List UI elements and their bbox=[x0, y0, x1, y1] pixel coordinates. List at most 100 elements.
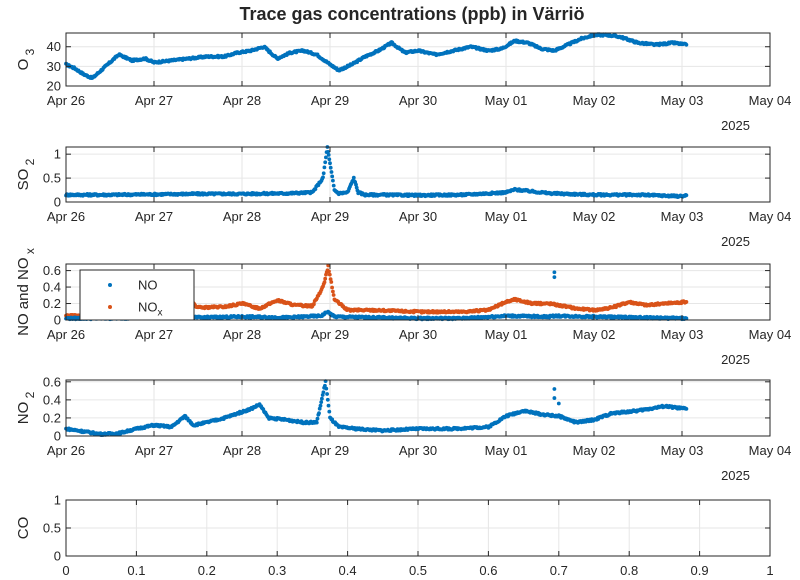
x-tick-label: Apr 26 bbox=[47, 209, 85, 224]
x-tick-label: Apr 28 bbox=[223, 209, 261, 224]
y-axis-label: NO 2 bbox=[15, 391, 37, 424]
legend-box bbox=[79, 269, 195, 321]
year-label: 2025 bbox=[721, 468, 750, 483]
y-tick-label: 0 bbox=[54, 429, 61, 444]
x-tick-label: 0.7 bbox=[550, 563, 568, 578]
data-point bbox=[327, 272, 332, 277]
legend-entry: NO bbox=[138, 278, 158, 293]
y-axis-label: NO and NO x bbox=[15, 248, 37, 336]
data-point-outlier bbox=[552, 396, 557, 400]
x-tick-label: May 03 bbox=[661, 443, 704, 458]
data-point bbox=[323, 276, 328, 281]
data-point bbox=[684, 407, 689, 411]
data-point bbox=[322, 165, 327, 170]
x-tick-label: Apr 29 bbox=[311, 327, 349, 342]
panel-2: Apr 26 Apr 27 Apr 28 Apr 29 Apr 30 May 01 May … bbox=[15, 145, 791, 249]
y-tick-label: 0.6 bbox=[43, 374, 61, 389]
y-tick-label: 0 bbox=[54, 549, 61, 564]
x-tick-label: May 04 bbox=[749, 327, 792, 342]
y-tick-label: 20 bbox=[47, 79, 61, 94]
data-point bbox=[325, 397, 330, 402]
y-tick-label: 0.2 bbox=[43, 410, 61, 425]
panel-3: Apr 26 Apr 27 Apr 28 Apr 29 Apr 30 May 01 May … bbox=[15, 248, 791, 367]
legend-entry: NOx bbox=[138, 300, 163, 319]
year-label: 2025 bbox=[721, 118, 750, 133]
x-tick-label: May 02 bbox=[573, 443, 616, 458]
data-point bbox=[324, 155, 328, 160]
y-tick-label: 30 bbox=[47, 59, 61, 74]
data-point bbox=[684, 316, 689, 321]
data-point bbox=[326, 150, 330, 154]
x-tick-label: May 02 bbox=[573, 327, 616, 342]
grid bbox=[65, 499, 771, 557]
year-label: 2025 bbox=[721, 234, 750, 249]
legend-marker bbox=[108, 305, 112, 309]
x-tick-label: May 03 bbox=[661, 327, 704, 342]
y-tick-label: 0.6 bbox=[43, 263, 61, 278]
data-point bbox=[326, 263, 331, 268]
x-tick-label: Apr 26 bbox=[47, 327, 85, 342]
x-tick-label: 0.9 bbox=[691, 563, 709, 578]
data-point-outlier bbox=[552, 270, 557, 275]
x-tick-label: 0.2 bbox=[198, 563, 216, 578]
y-axis-label: SO 2 bbox=[15, 158, 37, 190]
data-point bbox=[331, 293, 336, 297]
x-tick-label: 0.6 bbox=[479, 563, 497, 578]
data-point bbox=[327, 409, 332, 414]
y-tick-label: 0 bbox=[54, 313, 61, 328]
x-tick-label: Apr 28 bbox=[223, 93, 261, 108]
x-tick-label: Apr 27 bbox=[135, 443, 173, 458]
x-tick-label: Apr 27 bbox=[135, 327, 173, 342]
figure-title: Trace gas concentrations (ppb) in Värriö bbox=[239, 4, 584, 24]
x-tick-label: 0.8 bbox=[620, 563, 638, 578]
y-tick-label: 0.5 bbox=[43, 521, 61, 536]
x-tick-label: May 03 bbox=[661, 93, 704, 108]
data-point bbox=[326, 403, 331, 408]
x-tick-label: 0.5 bbox=[409, 563, 427, 578]
series-1 bbox=[64, 379, 689, 437]
data-point-outlier bbox=[552, 387, 557, 391]
data-point bbox=[323, 160, 328, 165]
y-tick-label: 0.4 bbox=[43, 280, 61, 295]
data-point bbox=[684, 193, 689, 198]
data-point bbox=[328, 277, 333, 281]
x-tick-label: May 04 bbox=[749, 209, 792, 224]
y-tick-label: 40 bbox=[47, 39, 61, 54]
y-tick-label: 1 bbox=[54, 493, 61, 508]
data-point bbox=[684, 300, 689, 304]
data-point bbox=[327, 157, 332, 162]
data-point bbox=[327, 269, 331, 274]
x-tick-label: 1 bbox=[766, 563, 773, 578]
x-tick-label: Apr 27 bbox=[135, 209, 173, 224]
y-tick-label: 1 bbox=[54, 147, 61, 162]
data-point bbox=[351, 175, 356, 180]
x-tick-label: Apr 26 bbox=[47, 93, 85, 108]
x-tick-label: Apr 28 bbox=[223, 327, 261, 342]
data-point bbox=[328, 165, 333, 170]
x-tick-label: Apr 29 bbox=[311, 443, 349, 458]
data-point-outlier bbox=[556, 401, 561, 406]
panel-1: Apr 26 Apr 27 Apr 28 Apr 29 Apr 30 May 01 May … bbox=[15, 32, 791, 133]
data-point bbox=[331, 183, 336, 188]
x-tick-label: 0.4 bbox=[339, 563, 357, 578]
y-axis-label: O 3 bbox=[15, 48, 37, 70]
data-point bbox=[321, 175, 325, 180]
x-tick-label: May 02 bbox=[573, 93, 616, 108]
data-point bbox=[321, 171, 326, 176]
series-1 bbox=[64, 32, 689, 80]
data-point bbox=[331, 289, 335, 294]
legend: NO NOx bbox=[79, 269, 195, 321]
x-tick-label: May 01 bbox=[485, 209, 528, 224]
data-point bbox=[324, 386, 329, 391]
data-point bbox=[330, 174, 335, 179]
x-tick-label: May 02 bbox=[573, 209, 616, 224]
data-point bbox=[330, 285, 334, 290]
data-point bbox=[323, 383, 327, 388]
data-point bbox=[314, 420, 319, 425]
x-tick-label: Apr 30 bbox=[399, 443, 437, 458]
data-point-outlier bbox=[552, 275, 557, 280]
x-tick-label: Apr 30 bbox=[399, 209, 437, 224]
x-tick-label: May 01 bbox=[485, 327, 528, 342]
data-point bbox=[329, 170, 334, 174]
